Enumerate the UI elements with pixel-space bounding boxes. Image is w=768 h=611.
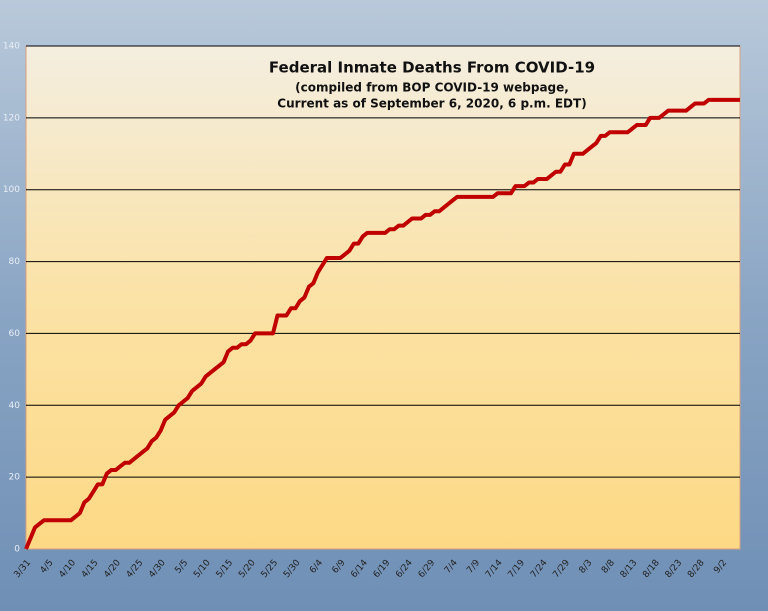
y-tick-label: 40 (9, 401, 21, 411)
y-tick-label: 140 (3, 42, 20, 52)
y-tick-label: 20 (9, 473, 21, 483)
chart-title: Federal Inmate Deaths From COVID-19 (269, 59, 595, 77)
y-tick-label: 80 (9, 257, 21, 267)
plot-area (25, 45, 741, 550)
subtitle: Current as of September 6, 2020, 6 p.m. … (277, 97, 586, 111)
subtitle: (compiled from BOP COVID-19 webpage, (295, 81, 569, 95)
data-line (24, 97, 740, 550)
y-tick-label: 0 (14, 545, 20, 555)
y-tick-label: 120 (3, 113, 20, 123)
y-tick-label: 100 (3, 185, 20, 195)
y-tick-label: 60 (9, 329, 21, 339)
